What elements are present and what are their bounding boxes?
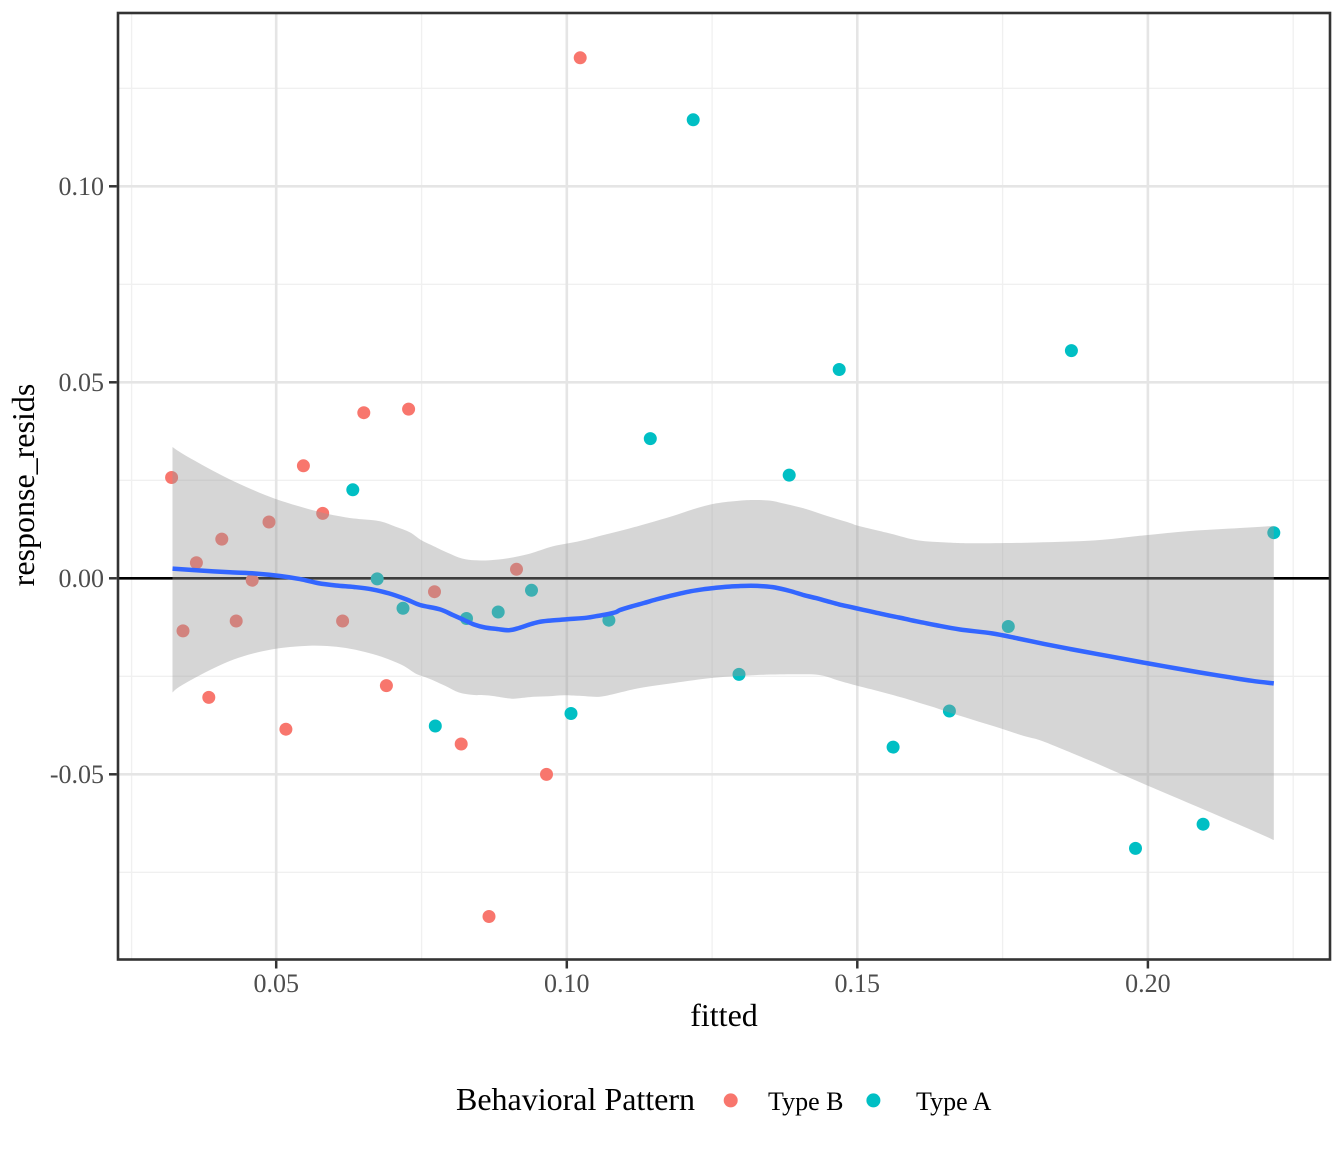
- svg-text:0.15: 0.15: [835, 969, 881, 998]
- svg-text:Behavioral Pattern: Behavioral Pattern: [456, 1081, 695, 1117]
- svg-text:0.00: 0.00: [59, 564, 105, 593]
- svg-text:-0.05: -0.05: [50, 760, 104, 789]
- svg-text:Type B: Type B: [768, 1087, 843, 1116]
- svg-text:0.05: 0.05: [253, 969, 299, 998]
- svg-text:Type A: Type A: [916, 1087, 992, 1116]
- svg-text:0.10: 0.10: [59, 172, 105, 201]
- svg-text:0.05: 0.05: [59, 368, 105, 397]
- svg-text:0.20: 0.20: [1125, 969, 1171, 998]
- svg-text:response_resids: response_resids: [5, 384, 41, 587]
- svg-text:fitted: fitted: [690, 997, 758, 1033]
- svg-text:0.10: 0.10: [544, 969, 590, 998]
